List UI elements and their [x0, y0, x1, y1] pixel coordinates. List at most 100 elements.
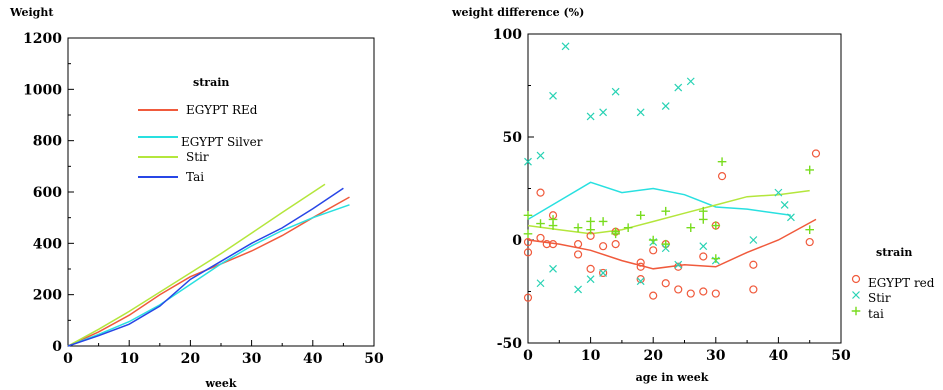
diff-chart-frame: [527, 33, 842, 344]
weight-xtick-label-30: 30: [242, 351, 262, 367]
point-egypt-red-12: [599, 268, 608, 278]
point-stir-19: [686, 77, 695, 86]
point-tai-20: [711, 254, 721, 263]
weight-chart-legend: strain EGYPT REd EGYPT Silver Stir Tai: [138, 76, 263, 184]
point-egypt-red-2: [523, 237, 533, 247]
point-egypt-red-6: [548, 240, 558, 249]
diff-legend-title: strain: [876, 246, 912, 259]
weight-ytick-label-1200: 1200: [23, 31, 62, 47]
diff-legend-label-tai: tai: [868, 307, 884, 321]
point-tai-5: [573, 223, 583, 232]
diff-xtick-label-0: 0: [523, 348, 533, 364]
point-stir-25: [786, 213, 795, 222]
point-tai-0: [523, 210, 533, 220]
point-stir-15: [661, 102, 670, 111]
point-stir-23: [774, 188, 783, 197]
point-egypt-red-1: [523, 248, 533, 257]
point-stir-20: [699, 242, 708, 251]
diff-chart-ylabel: weight difference (%): [451, 6, 584, 19]
point-tai-21: [717, 157, 727, 167]
point-egypt-red-4: [536, 233, 545, 243]
point-egypt-red-31: [749, 285, 758, 294]
point-tai-11: [623, 223, 633, 232]
point-tai-14: [661, 206, 671, 216]
diff-ytick-label-0: 0: [512, 233, 522, 249]
point-stir-24: [780, 201, 789, 209]
point-tai-2: [536, 219, 545, 228]
series-line-egypt-silver: [67, 204, 350, 347]
diff-chart-xlabel: age in week: [636, 371, 709, 384]
point-egypt-red-5: [542, 240, 551, 249]
point-egypt-red-17: [636, 262, 645, 271]
point-tai-19: [711, 221, 721, 230]
point-egypt-red-23: [674, 262, 683, 271]
legend-marker-tai: [851, 306, 861, 316]
weight-ytick-label-600: 600: [33, 185, 62, 201]
point-tai-6: [586, 217, 595, 226]
series-line-tai: [67, 187, 344, 347]
diff-xtick-label-40: 40: [769, 348, 789, 364]
legend-label-tai: Tai: [186, 170, 204, 184]
point-stir-7: [586, 112, 595, 121]
weight-difference-chart: weight difference (%) age in week 0 10 20 3…: [451, 6, 935, 384]
weight-xtick-label-40: 40: [303, 351, 323, 367]
point-tai-10: [611, 229, 620, 239]
point-egypt-red-18: [636, 275, 645, 284]
diff-ytick-label-100: 100: [493, 27, 522, 43]
point-egypt-red-27: [699, 287, 708, 296]
trend-line-tai: [527, 189, 810, 235]
point-tai-16: [686, 223, 696, 232]
point-egypt-red-9: [573, 250, 583, 259]
diff-legend-label-egypt-red: EGYPT red: [868, 276, 935, 290]
weight-chart-xlabel: week: [204, 377, 236, 390]
point-stir-22: [749, 236, 758, 244]
point-tai-4: [548, 221, 558, 230]
point-egypt-red-34: [811, 149, 821, 158]
point-tai-22: [805, 165, 814, 175]
diff-chart-trends: [527, 181, 817, 270]
point-stir-1: [536, 151, 545, 160]
point-stir-12: [636, 108, 645, 117]
point-egypt-red-25: [686, 289, 695, 298]
point-egypt-red-29: [711, 289, 720, 298]
diff-ytick-label-50: 50: [503, 130, 523, 146]
point-tai-15: [661, 239, 671, 249]
point-egypt-red-16: [636, 258, 645, 267]
trend-line-stir: [527, 181, 792, 221]
weight-legend-title: strain: [193, 76, 229, 89]
weight-ytick-label-200: 200: [33, 288, 62, 304]
weight-chart: Weight week 0 10 20 30 40 50 0 200 400 600 800 1000…: [9, 6, 384, 390]
weight-ytick-label-800: 800: [33, 134, 62, 150]
point-stir-10: [599, 269, 608, 277]
point-egypt-red-13: [599, 242, 608, 251]
point-tai-8: [598, 217, 608, 226]
point-stir-8: [586, 275, 595, 284]
point-egypt-red-32: [749, 260, 758, 269]
point-egypt-red-24: [674, 285, 683, 294]
diff-xtick-label-10: 10: [581, 348, 601, 364]
series-line-stir: [67, 183, 326, 347]
point-egypt-red-22: [661, 279, 670, 288]
weight-xtick-label-50: 50: [364, 351, 384, 367]
point-egypt-red-14: [611, 240, 620, 249]
point-stir-6: [574, 285, 583, 294]
legend-label-egypt-red: EGYPT REd: [186, 103, 258, 117]
point-tai-13: [648, 235, 658, 245]
point-tai-1: [523, 229, 533, 239]
legend-marker-shape-stir: [852, 291, 860, 299]
weight-ytick-label-1000: 1000: [23, 82, 62, 98]
point-tai-23: [805, 225, 814, 234]
point-stir-3: [549, 91, 557, 100]
legend-marker-stir: [852, 291, 860, 299]
weight-ytick-label-0: 0: [52, 339, 62, 355]
point-egypt-red-19: [649, 246, 658, 255]
point-stir-13: [636, 277, 645, 286]
diff-legend-label-stir: Stir: [868, 291, 891, 305]
point-egypt-red-11: [586, 264, 595, 273]
point-egypt-red-30: [717, 172, 727, 181]
point-stir-17: [674, 83, 683, 92]
point-tai-7: [586, 225, 595, 234]
weight-chart-lines: [67, 183, 350, 347]
weight-xtick-label-10: 10: [119, 351, 139, 367]
point-egypt-red-0: [523, 293, 533, 302]
